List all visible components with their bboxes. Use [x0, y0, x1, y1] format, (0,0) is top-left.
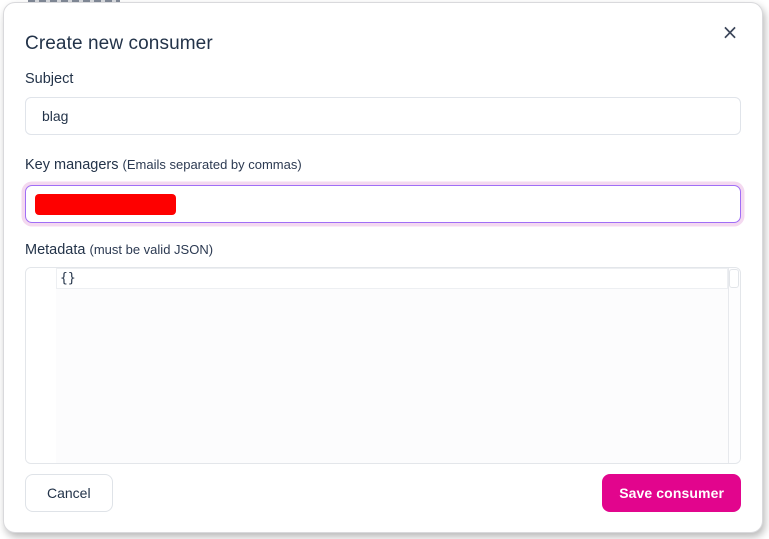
editor-scrollbar[interactable]	[728, 268, 740, 463]
subject-label: Subject	[25, 71, 74, 87]
create-consumer-modal: Create new consumer × Subject Key manage…	[3, 2, 763, 533]
metadata-json-value: {}	[60, 271, 76, 286]
cancel-button[interactable]: Cancel	[25, 474, 113, 512]
key-managers-label: Key managers (Emails separated by commas…	[25, 157, 741, 173]
metadata-label-text: Metadata	[25, 242, 86, 258]
editor-scrollbar-thumb[interactable]	[729, 269, 739, 288]
metadata-label: Metadata (must be valid JSON)	[25, 242, 741, 258]
background-dashed-line	[28, 0, 120, 3]
modal-footer: Cancel Save consumer	[25, 474, 741, 512]
metadata-hint: (must be valid JSON)	[89, 242, 214, 257]
subject-input[interactable]	[25, 97, 741, 135]
key-managers-label-text: Key managers	[25, 157, 119, 173]
metadata-json-editor[interactable]: {}	[25, 267, 741, 464]
modal-header: Create new consumer ×	[25, 20, 741, 55]
modal-title: Create new consumer	[25, 33, 213, 54]
redacted-value	[35, 193, 176, 215]
key-managers-hint: (Emails separated by commas)	[122, 157, 302, 172]
key-managers-input[interactable]	[25, 185, 741, 223]
editor-gutter	[26, 268, 56, 463]
close-icon[interactable]: ×	[717, 19, 743, 45]
save-consumer-button[interactable]: Save consumer	[602, 474, 741, 512]
editor-active-line[interactable]: {}	[56, 268, 728, 289]
